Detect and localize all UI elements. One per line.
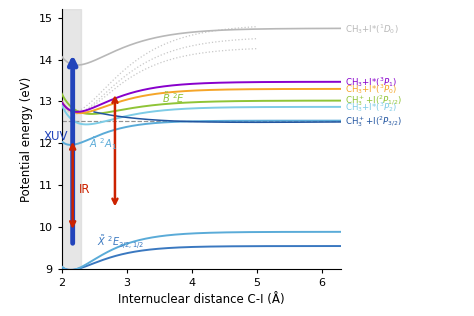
- Text: CH$_3$+I*($^3P_0$): CH$_3$+I*($^3P_0$): [345, 82, 397, 96]
- Text: CH$_3$+I*($^3P_1$): CH$_3$+I*($^3P_1$): [345, 75, 397, 89]
- Y-axis label: Potential energy (eV): Potential energy (eV): [20, 76, 33, 202]
- Text: $\tilde{X}\ ^2E_{3/2,1/2}$: $\tilde{X}\ ^2E_{3/2,1/2}$: [97, 234, 145, 252]
- Text: CH$_3^+$+I($^2P_{1/2}$): CH$_3^+$+I($^2P_{1/2}$): [345, 94, 401, 108]
- Text: IR: IR: [79, 183, 90, 196]
- Text: $\tilde{B}\ ^2E$: $\tilde{B}\ ^2E$: [163, 90, 186, 105]
- X-axis label: Internuclear distance C-I (Å): Internuclear distance C-I (Å): [118, 293, 285, 306]
- Text: CH$_3$+I*($^3P_2$): CH$_3$+I*($^3P_2$): [345, 100, 397, 114]
- Text: XUV: XUV: [44, 130, 68, 143]
- Text: CH$_3$+I*($^1D_0$): CH$_3$+I*($^1D_0$): [345, 22, 398, 36]
- Text: $\tilde{A}\ ^2A_1$: $\tilde{A}\ ^2A_1$: [89, 135, 117, 152]
- Bar: [62, 9, 81, 269]
- Text: CH$_3^+$+I($^2P_{3/2}$): CH$_3^+$+I($^2P_{3/2}$): [345, 114, 401, 129]
